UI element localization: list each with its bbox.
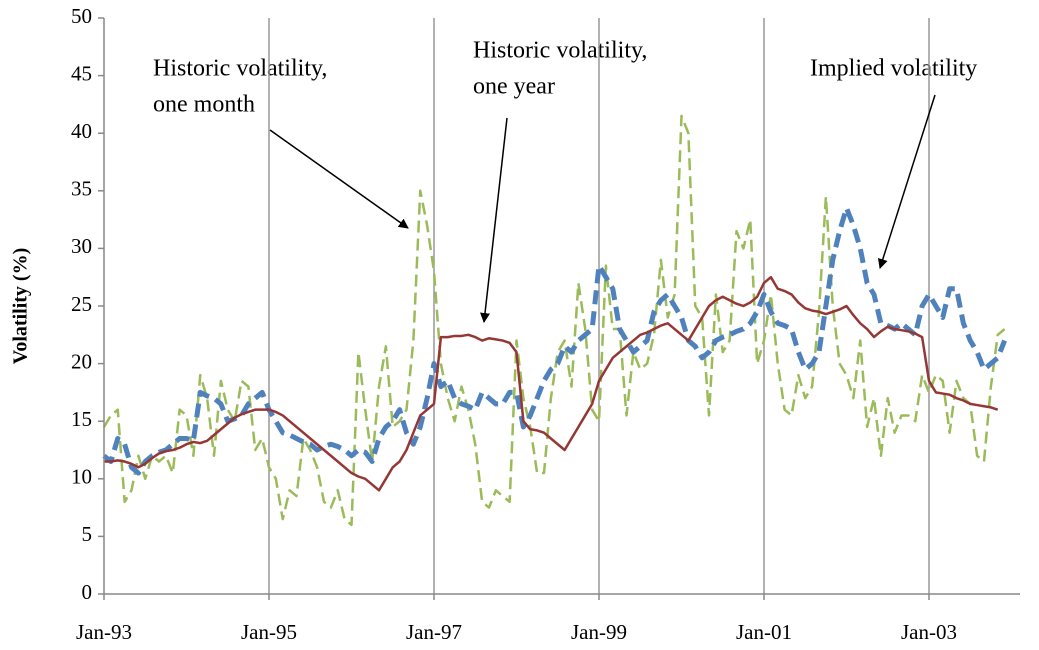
annotation: Implied volatility bbox=[810, 56, 977, 82]
y-tick-label: 0 bbox=[82, 580, 93, 604]
x-tick-label: Jan-95 bbox=[241, 620, 297, 644]
series-line bbox=[104, 275, 999, 492]
annotation: Historic volatility, bbox=[473, 38, 647, 64]
annotation: one year bbox=[473, 74, 555, 100]
y-tick-label: 35 bbox=[71, 177, 92, 201]
arrow bbox=[877, 94, 936, 269]
arrow bbox=[480, 117, 508, 323]
y-tick-label: 45 bbox=[71, 61, 92, 85]
x-tick-label: Jan-03 bbox=[901, 620, 957, 644]
x-tick-label: Jan-99 bbox=[571, 620, 627, 644]
x-tick-label: Jan-93 bbox=[76, 620, 132, 644]
y-axis-label: Volatility (%) bbox=[10, 248, 32, 364]
annotation: Historic volatility, bbox=[153, 56, 327, 82]
x-tick-label: Jan-97 bbox=[406, 620, 462, 644]
y-tick-label: 20 bbox=[71, 349, 92, 373]
series-line bbox=[102, 114, 1006, 527]
y-tick-label: 30 bbox=[71, 234, 92, 258]
arrow bbox=[269, 129, 409, 229]
y-tick-label: 10 bbox=[71, 465, 92, 489]
y-tick-label: 40 bbox=[71, 119, 92, 143]
x-tick-label: Jan-01 bbox=[736, 620, 792, 644]
annotation: one month bbox=[153, 92, 255, 118]
series-line bbox=[102, 205, 1007, 476]
y-tick-label: 5 bbox=[82, 522, 93, 546]
y-tick-label: 50 bbox=[71, 4, 92, 28]
y-tick-label: 25 bbox=[71, 292, 92, 316]
y-tick-label: 15 bbox=[71, 407, 92, 431]
